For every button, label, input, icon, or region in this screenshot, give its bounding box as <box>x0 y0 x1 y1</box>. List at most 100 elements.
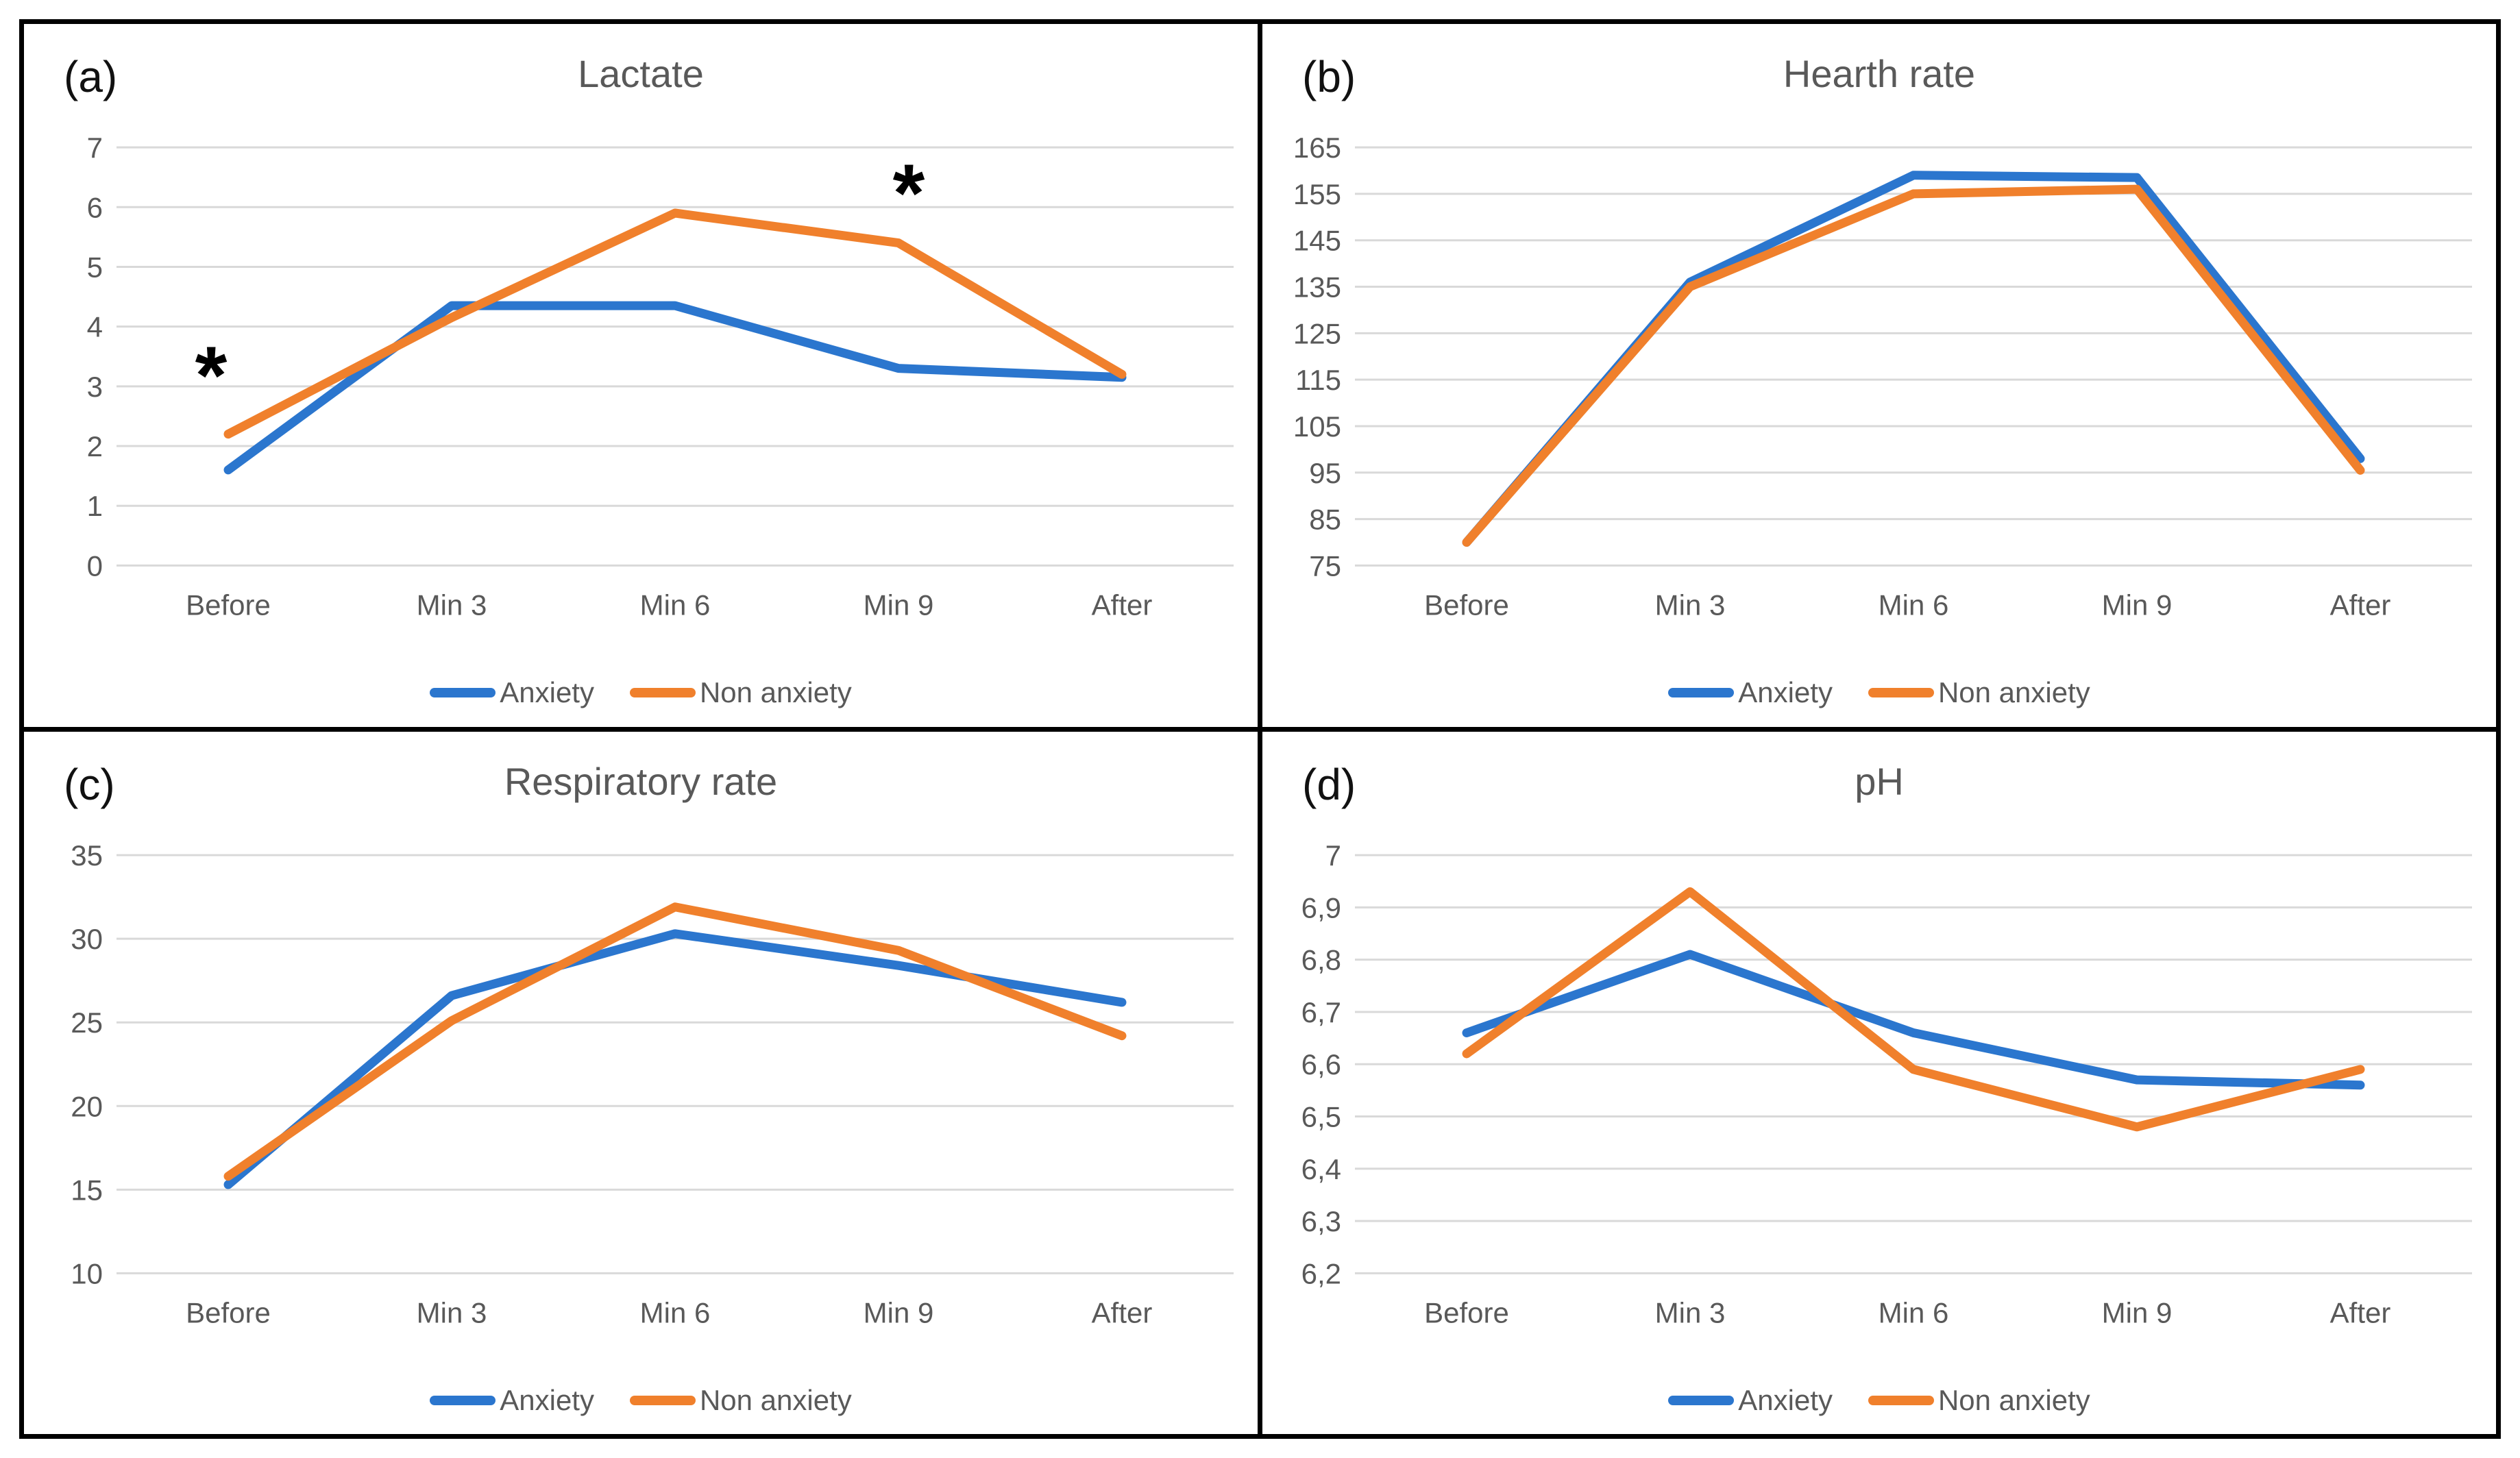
legend-d: Anxiety Non anxiety <box>1262 1384 2496 1417</box>
y-tick-label: 135 <box>1293 271 1341 304</box>
legend-label-anxiety: Anxiety <box>500 1383 594 1416</box>
y-tick-label: 75 <box>1309 549 1341 582</box>
legend-item-anxiety: Anxiety <box>430 1384 594 1417</box>
legend-item-anxiety: Anxiety <box>1668 676 1833 709</box>
x-category-label: Before <box>1424 589 1509 621</box>
x-category-label: Min 6 <box>640 589 711 621</box>
y-tick-label: 6,6 <box>1301 1048 1341 1080</box>
x-category-label: Min 6 <box>1879 1296 1949 1329</box>
y-tick-label: 6 <box>87 191 103 223</box>
panel-d: (d) pH 6,2 6,3 6,4 6,5 6,6 6,7 6,8 6,9 7 Before Mi… <box>1262 731 2496 1434</box>
y-tick-label: 30 <box>71 923 103 955</box>
x-category-label: After <box>1092 1296 1153 1329</box>
significance-asterisk: * <box>893 147 925 239</box>
series-line-non_anxiety <box>223 902 1127 1181</box>
y-tick-label: 155 <box>1293 178 1341 210</box>
legend-item-non-anxiety: Non anxiety <box>1868 1384 2090 1417</box>
anxiety-line-swatch <box>1668 1395 1735 1405</box>
x-category-label: Min 3 <box>417 589 487 621</box>
chart-title-ph: pH <box>1855 759 1904 803</box>
non-anxiety-line-swatch <box>629 688 696 697</box>
panel-c: (c) Respiratory rate 10 15 20 25 30 35 Before M… <box>24 731 1258 1434</box>
non-anxiety-line-swatch <box>1868 1395 1934 1405</box>
y-tick-label: 25 <box>71 1006 103 1039</box>
x-category-label: Min 9 <box>2102 589 2173 621</box>
legend-item-anxiety: Anxiety <box>430 676 594 709</box>
y-tick-label: 10 <box>71 1257 103 1289</box>
y-tick-label: 6,4 <box>1301 1152 1341 1185</box>
y-tick-label: 5 <box>87 251 103 283</box>
y-tick-label: 15 <box>71 1174 103 1206</box>
legend-label-non-anxiety: Non anxiety <box>1937 676 2090 708</box>
y-tick-label: 3 <box>87 371 103 403</box>
y-tick-label: 2 <box>87 430 103 462</box>
x-category-label: Min 9 <box>2102 1296 2173 1329</box>
y-tick-label: 35 <box>71 839 103 872</box>
y-tick-label: 6,9 <box>1301 891 1341 924</box>
legend-a: Anxiety Non anxiety <box>24 676 1258 709</box>
y-tick-label: 6,3 <box>1301 1205 1341 1237</box>
legend-item-non-anxiety: Non anxiety <box>629 1384 852 1417</box>
x-category-label: After <box>2330 589 2391 621</box>
x-category-label: After <box>2330 1296 2391 1329</box>
non-anxiety-line-swatch <box>1868 688 1934 697</box>
panel-letter-c: (c) <box>64 759 115 809</box>
panel-b: (b) Hearth rate 75 85 95 105 115 125 135 145 155… <box>1262 24 2496 727</box>
y-tick-label: 4 <box>87 311 103 343</box>
y-tick-label: 6,2 <box>1301 1257 1341 1289</box>
anxiety-line-swatch <box>1668 688 1735 697</box>
x-category-label: Min 3 <box>1655 589 1726 621</box>
legend-item-anxiety: Anxiety <box>1668 1384 1833 1417</box>
x-category-label: Min 3 <box>417 1296 487 1329</box>
x-category-label: Before <box>186 589 271 621</box>
chart-title-respiratory-rate: Respiratory rate <box>504 759 778 803</box>
y-tick-label: 95 <box>1309 457 1341 489</box>
hearth-rate-chart: 75 85 95 105 115 125 135 145 155 165 Before Min 3 Mi… <box>1293 132 2472 621</box>
x-category-label: Min 6 <box>1879 589 1949 621</box>
legend-label-anxiety: Anxiety <box>1738 1383 1833 1416</box>
legend-item-non-anxiety: Non anxiety <box>1868 676 2090 709</box>
series-line-anxiety <box>223 928 1127 1189</box>
y-tick-label: 105 <box>1293 410 1341 443</box>
panel-letter-a: (a) <box>64 52 118 101</box>
y-tick-label: 7 <box>1325 839 1341 872</box>
x-category-label: Before <box>1424 1296 1509 1329</box>
panel-a: (a) Lactate 0 1 2 3 4 5 6 7 Before Min 3 Min 6 Min … <box>24 24 1258 727</box>
x-category-label: Min 9 <box>864 1296 934 1329</box>
x-category-label: After <box>1092 589 1153 621</box>
y-tick-label: 6,8 <box>1301 943 1341 976</box>
series-line-non_anxiety <box>223 208 1127 439</box>
ph-chart: 6,2 6,3 6,4 6,5 6,6 6,7 6,8 6,9 7 Before Min 3 Min … <box>1301 839 2472 1329</box>
y-tick-label: 20 <box>71 1090 103 1122</box>
x-category-label: Min 6 <box>640 1296 711 1329</box>
x-category-label: Before <box>186 1296 271 1329</box>
x-category-label: Min 3 <box>1655 1296 1726 1329</box>
y-tick-label: 7 <box>87 132 103 164</box>
legend-item-non-anxiety: Non anxiety <box>629 676 852 709</box>
panel-letter-b: (b) <box>1302 52 1356 101</box>
legend-label-anxiety: Anxiety <box>1738 676 1833 708</box>
non-anxiety-line-swatch <box>629 1395 696 1405</box>
legend-label-non-anxiety: Non anxiety <box>699 676 852 708</box>
legend-c: Anxiety Non anxiety <box>24 1384 1258 1417</box>
anxiety-line-swatch <box>430 688 496 697</box>
y-tick-label: 145 <box>1293 225 1341 257</box>
chart-title-hearth-rate: Hearth rate <box>1783 52 1976 95</box>
y-tick-label: 125 <box>1293 317 1341 349</box>
legend-label-anxiety: Anxiety <box>500 676 594 708</box>
panel-letter-d: (d) <box>1302 759 1356 809</box>
y-tick-label: 1 <box>87 490 103 522</box>
figure-frame: (a) Lactate 0 1 2 3 4 5 6 7 Before Min 3 Min 6 Min … <box>19 19 2501 1439</box>
significance-asterisk: * <box>195 330 228 421</box>
y-tick-label: 115 <box>1295 364 1341 396</box>
y-tick-label: 165 <box>1293 132 1341 164</box>
lactate-chart: 0 1 2 3 4 5 6 7 Before Min 3 Min 6 Min 9 After * * <box>87 132 1234 621</box>
respiratory-rate-chart: 10 15 20 25 30 35 Before Min 3 Min 6 Min 9 After <box>71 839 1234 1329</box>
y-tick-label: 6,7 <box>1301 996 1341 1028</box>
anxiety-line-swatch <box>430 1395 496 1405</box>
series-line-anxiety <box>1462 171 2365 547</box>
x-category-label: Min 9 <box>864 589 934 621</box>
series-line-non_anxiety <box>1462 184 2365 547</box>
chart-title-lactate: Lactate <box>578 52 704 95</box>
